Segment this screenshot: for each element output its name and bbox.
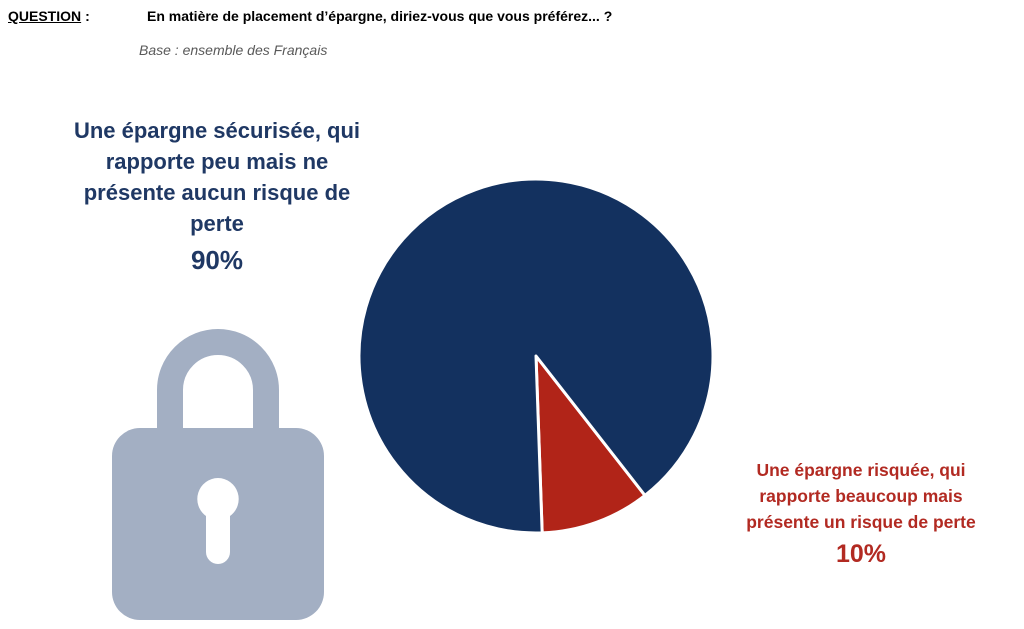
slice-label-safe-text: Une épargne sécurisée, qui rapporte peu … <box>73 118 361 236</box>
slice-label-risky: Une épargne risquée, qui rapporte beauco… <box>733 457 989 567</box>
base-text: Base : ensemble des Français <box>139 42 328 58</box>
pie-slice-risky <box>534 354 647 535</box>
slice-label-safe-value: 90% <box>190 245 244 275</box>
question-colon: : <box>85 8 90 24</box>
pie-slice-safe <box>357 177 715 535</box>
question-text: En matière de placement d’épargne, dirie… <box>147 8 613 24</box>
slice-label-safe: Une épargne sécurisée, qui rapporte peu … <box>62 115 372 276</box>
question-label: QUESTION <box>8 8 82 24</box>
slice-label-risky-text: Une épargne risquée, qui rapporte beauco… <box>746 460 976 532</box>
slice-label-risky-value: 10% <box>835 540 887 568</box>
padlock-icon <box>112 329 324 620</box>
question-heading: QUESTION: <box>8 8 90 24</box>
pie-chart <box>357 177 715 535</box>
padlock-keyhole <box>197 478 239 564</box>
padlock-shackle <box>157 329 279 452</box>
